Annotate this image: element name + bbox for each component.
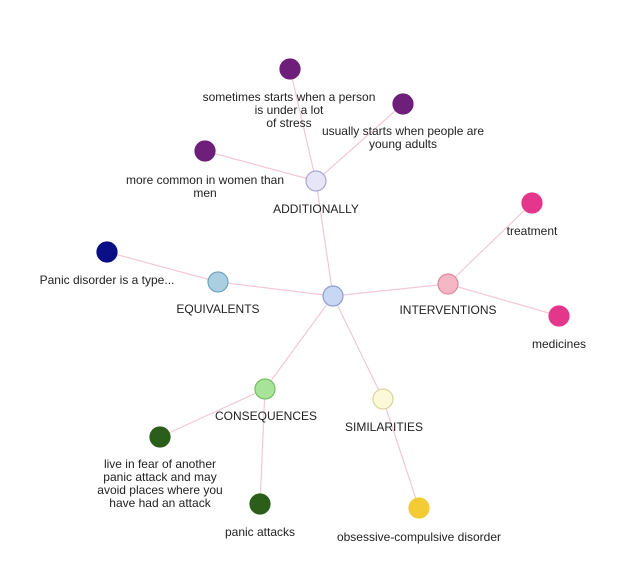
- leaf-label-live-in-fear-of-another-line: avoid places where you: [97, 483, 222, 497]
- leaf-label-sometimes-starts-when-a-person-line: is under a lot: [255, 103, 324, 117]
- branch-label-similarities-line: SIMILARITIES: [345, 420, 423, 434]
- leaf-node-more-common-in-women-than[interactable]: [194, 140, 216, 162]
- leaf-node-sometimes-starts-when-a-person[interactable]: [279, 58, 301, 80]
- branch-node-consequences[interactable]: [254, 378, 276, 400]
- branch-label-consequences-line: CONSEQUENCES: [215, 409, 317, 423]
- branch-label-similarities: SIMILARITIES: [345, 420, 423, 434]
- edge-additionally-usually-starts-when-people-are: [315, 103, 404, 182]
- center-node[interactable]: [322, 285, 344, 307]
- branch-label-interventions-line: INTERVENTIONS: [399, 303, 496, 317]
- leaf-label-panic-disorder-is-a-type: Panic disorder is a type...: [40, 273, 175, 287]
- leaf-node-panic-attacks[interactable]: [249, 493, 271, 515]
- leaf-label-panic-attacks: panic attacks: [225, 525, 295, 539]
- leaf-label-live-in-fear-of-another-line: panic attack and may: [103, 470, 216, 484]
- leaf-label-obsessive-compulsive-disorder-line: obsessive-compulsive disorder: [337, 530, 501, 544]
- branch-label-additionally-line: ADDITIONALLY: [273, 202, 359, 216]
- edge-center-interventions: [332, 283, 449, 297]
- leaf-label-usually-starts-when-people-are-line: young adults: [369, 137, 437, 151]
- leaf-node-medicines[interactable]: [548, 305, 570, 327]
- branch-label-consequences: CONSEQUENCES: [215, 409, 317, 423]
- leaf-label-usually-starts-when-people-are: usually starts when people are young adul…: [322, 124, 484, 151]
- branch-label-equivalents: EQUIVALENTS: [176, 302, 259, 316]
- labels-layer: ADDITIONALLY sometimes starts when a pers…: [40, 90, 586, 544]
- leaf-label-more-common-in-women-than: more common in women than men: [126, 173, 284, 200]
- edge-similarities-obsessive-compulsive-disorder: [382, 398, 420, 509]
- edge-center-similarities: [332, 295, 384, 400]
- leaf-label-treatment: treatment: [507, 224, 558, 238]
- leaf-label-sometimes-starts-when-a-person-line: sometimes starts when a person: [203, 90, 376, 104]
- branch-node-interventions[interactable]: [437, 273, 459, 295]
- leaf-label-sometimes-starts-when-a-person: sometimes starts when a person is under a…: [203, 90, 376, 130]
- leaf-label-more-common-in-women-than-line: men: [193, 186, 216, 200]
- edge-additionally-more-common-in-women-than: [204, 150, 317, 182]
- leaf-node-panic-disorder-is-a-type[interactable]: [96, 241, 118, 263]
- leaf-node-live-in-fear-of-another[interactable]: [149, 426, 171, 448]
- leaf-label-more-common-in-women-than-line: more common in women than: [126, 173, 284, 187]
- leaf-label-medicines: medicines: [532, 337, 586, 351]
- edge-consequences-live-in-fear-of-another: [159, 388, 266, 438]
- edge-interventions-medicines: [447, 283, 560, 317]
- nodes-layer: [96, 58, 570, 519]
- branch-node-additionally[interactable]: [305, 170, 327, 192]
- branch-node-similarities[interactable]: [372, 388, 394, 410]
- branch-label-interventions: INTERVENTIONS: [399, 303, 496, 317]
- branch-label-additionally: ADDITIONALLY: [273, 202, 359, 216]
- leaf-label-live-in-fear-of-another: live in fear of another panic attack and …: [97, 457, 222, 510]
- leaf-node-treatment[interactable]: [521, 192, 543, 214]
- leaf-label-medicines-line: medicines: [532, 337, 586, 351]
- edge-center-equivalents: [217, 281, 334, 297]
- leaf-node-obsessive-compulsive-disorder[interactable]: [408, 497, 430, 519]
- edge-interventions-treatment: [447, 202, 533, 285]
- edge-equivalents-panic-disorder-is-a-type: [106, 251, 219, 283]
- leaf-label-live-in-fear-of-another-line: have had an attack: [109, 496, 211, 510]
- leaf-label-panic-attacks-line: panic attacks: [225, 525, 295, 539]
- branch-label-equivalents-line: EQUIVALENTS: [176, 302, 259, 316]
- leaf-label-panic-disorder-is-a-type-line: Panic disorder is a type...: [40, 273, 175, 287]
- edge-consequences-panic-attacks: [259, 388, 266, 505]
- branch-node-equivalents[interactable]: [207, 271, 229, 293]
- leaf-label-treatment-line: treatment: [507, 224, 558, 238]
- edge-center-consequences: [264, 295, 334, 390]
- leaf-label-sometimes-starts-when-a-person-line: of stress: [266, 116, 311, 130]
- edges-layer: [106, 68, 560, 509]
- leaf-label-obsessive-compulsive-disorder: obsessive-compulsive disorder: [337, 530, 501, 544]
- leaf-label-live-in-fear-of-another-line: live in fear of another: [104, 457, 216, 471]
- leaf-node-usually-starts-when-people-are[interactable]: [392, 93, 414, 115]
- edge-additionally-sometimes-starts-when-a-person: [289, 68, 317, 182]
- leaf-label-usually-starts-when-people-are-line: usually starts when people are: [322, 124, 484, 138]
- edge-center-additionally: [315, 180, 334, 297]
